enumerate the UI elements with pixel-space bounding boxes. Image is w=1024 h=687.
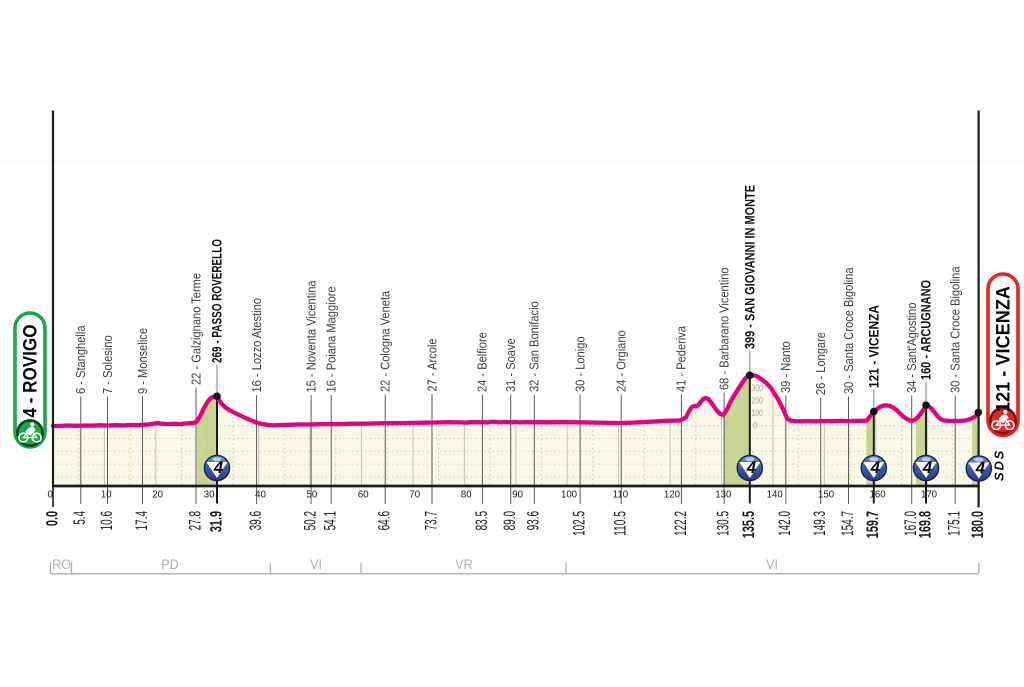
- svg-text:6 - Stanghella: 6 - Stanghella: [73, 325, 88, 394]
- svg-text:73.7: 73.7: [421, 511, 440, 530]
- svg-text:31.9: 31.9: [206, 511, 225, 532]
- svg-text:100: 100: [561, 489, 577, 500]
- svg-text:26 - Longare: 26 - Longare: [813, 332, 828, 395]
- svg-text:160 - ARCUGNANO: 160 - ARCUGNANO: [918, 280, 934, 380]
- svg-text:32 - San Bonifacio: 32 - San Bonifacio: [527, 301, 542, 392]
- svg-text:120: 120: [664, 489, 680, 500]
- svg-text:22 - Galzignano Terme: 22 - Galzignano Terme: [188, 273, 203, 385]
- svg-text:27.8: 27.8: [185, 511, 204, 530]
- svg-text:VI: VI: [766, 556, 778, 572]
- svg-text:RO: RO: [52, 556, 71, 572]
- svg-text:110: 110: [613, 489, 629, 500]
- svg-text:50: 50: [307, 489, 318, 500]
- svg-text:24 - Orgiano: 24 - Orgiano: [614, 330, 629, 392]
- svg-text:16 - Lozzo Atestino: 16 - Lozzo Atestino: [249, 298, 264, 393]
- svg-text:4: 4: [870, 458, 881, 477]
- svg-text:142.0: 142.0: [775, 511, 794, 536]
- svg-text:100: 100: [751, 408, 763, 418]
- svg-text:89.0: 89.0: [500, 511, 519, 530]
- svg-text:102.5: 102.5: [570, 511, 589, 536]
- svg-text:10.6: 10.6: [97, 511, 116, 530]
- svg-text:93.6: 93.6: [524, 511, 543, 530]
- svg-text:PD: PD: [161, 556, 178, 572]
- svg-text:15 - Noventa Vicentina: 15 - Noventa Vicentina: [304, 280, 319, 392]
- svg-text:149.3: 149.3: [810, 511, 829, 536]
- svg-text:7 - Solesino: 7 - Solesino: [100, 335, 115, 394]
- svg-text:VR: VR: [455, 556, 472, 572]
- svg-text:40: 40: [255, 489, 266, 500]
- svg-text:30 - Santa Croce Bigolina: 30 - Santa Croce Bigolina: [841, 267, 856, 394]
- svg-text:10: 10: [101, 489, 112, 500]
- svg-text:130.5: 130.5: [714, 511, 733, 536]
- svg-text:160: 160: [870, 489, 886, 500]
- svg-text:121 - VICENZA: 121 - VICENZA: [865, 305, 881, 388]
- svg-text:4: 4: [213, 458, 224, 477]
- svg-text:130: 130: [715, 489, 731, 500]
- svg-text:22 - Cologna Veneta: 22 - Cologna Veneta: [378, 291, 393, 392]
- svg-text:24 - Belfiore: 24 - Belfiore: [475, 332, 490, 392]
- svg-text:269 - PASSO ROVERELLO: 269 - PASSO ROVERELLO: [209, 239, 225, 363]
- svg-text:20: 20: [152, 489, 163, 500]
- svg-text:110.5: 110.5: [611, 511, 630, 536]
- svg-text:30: 30: [204, 489, 215, 500]
- svg-text:60: 60: [358, 489, 369, 500]
- svg-text:16 - Poiana Maggiore: 16 - Poiana Maggiore: [324, 286, 339, 392]
- svg-text:154.7: 154.7: [838, 511, 857, 536]
- svg-text:30 - Santa Croce Bigolina: 30 - Santa Croce Bigolina: [948, 266, 963, 393]
- svg-text:121 - VICENZA: 121 - VICENZA: [994, 286, 1015, 412]
- svg-text:0.0: 0.0: [42, 511, 61, 526]
- svg-text:180.0: 180.0: [968, 511, 987, 538]
- svg-text:83.5: 83.5: [472, 511, 491, 530]
- svg-text:30 - Lonigo: 30 - Lonigo: [573, 336, 588, 392]
- svg-text:68 - Barbarano Vicentino: 68 - Barbarano Vicentino: [717, 267, 732, 390]
- svg-text:170: 170: [921, 489, 937, 500]
- svg-text:90: 90: [512, 489, 523, 500]
- svg-text:70: 70: [409, 489, 420, 500]
- svg-text:135.5: 135.5: [739, 511, 758, 538]
- svg-text:122.2: 122.2: [671, 511, 690, 536]
- svg-text:175.1: 175.1: [945, 511, 964, 536]
- svg-text:54.1: 54.1: [321, 511, 340, 530]
- svg-text:399 - SAN GIOVANNI IN MONTE: 399 - SAN GIOVANNI IN MONTE: [741, 185, 757, 349]
- svg-text:4: 4: [746, 458, 757, 477]
- svg-text:39 - Nanto: 39 - Nanto: [778, 341, 793, 393]
- svg-text:34 - Sant'Agostino: 34 - Sant'Agostino: [904, 302, 919, 393]
- svg-text:VI: VI: [310, 556, 322, 572]
- svg-text:80: 80: [461, 489, 472, 500]
- svg-text:31 - Soave: 31 - Soave: [503, 338, 518, 392]
- svg-text:27 - Arcole: 27 - Arcole: [424, 338, 439, 391]
- svg-text:300: 300: [751, 383, 763, 393]
- svg-text:4 - ROVIGO: 4 - ROVIGO: [21, 325, 42, 418]
- svg-text:0: 0: [48, 489, 54, 500]
- svg-text:159.7: 159.7: [863, 511, 882, 538]
- svg-text:167.0: 167.0: [901, 511, 920, 536]
- svg-text:17.4: 17.4: [132, 511, 151, 530]
- svg-text:4: 4: [975, 459, 986, 478]
- svg-text:9 - Monselice: 9 - Monselice: [135, 328, 150, 394]
- svg-text:50.2: 50.2: [301, 511, 320, 530]
- svg-text:4: 4: [922, 458, 933, 477]
- svg-text:SDS: SDS: [992, 449, 1007, 481]
- svg-text:39.6: 39.6: [246, 511, 265, 530]
- svg-text:169.8: 169.8: [915, 511, 934, 538]
- svg-text:140: 140: [767, 489, 783, 500]
- svg-text:200: 200: [751, 396, 763, 406]
- svg-text:64.6: 64.6: [375, 511, 394, 530]
- svg-text:41 - Pederiva: 41 - Pederiva: [674, 326, 689, 392]
- svg-text:0: 0: [753, 421, 757, 431]
- svg-text:150: 150: [818, 489, 834, 500]
- svg-text:5.4: 5.4: [70, 511, 89, 525]
